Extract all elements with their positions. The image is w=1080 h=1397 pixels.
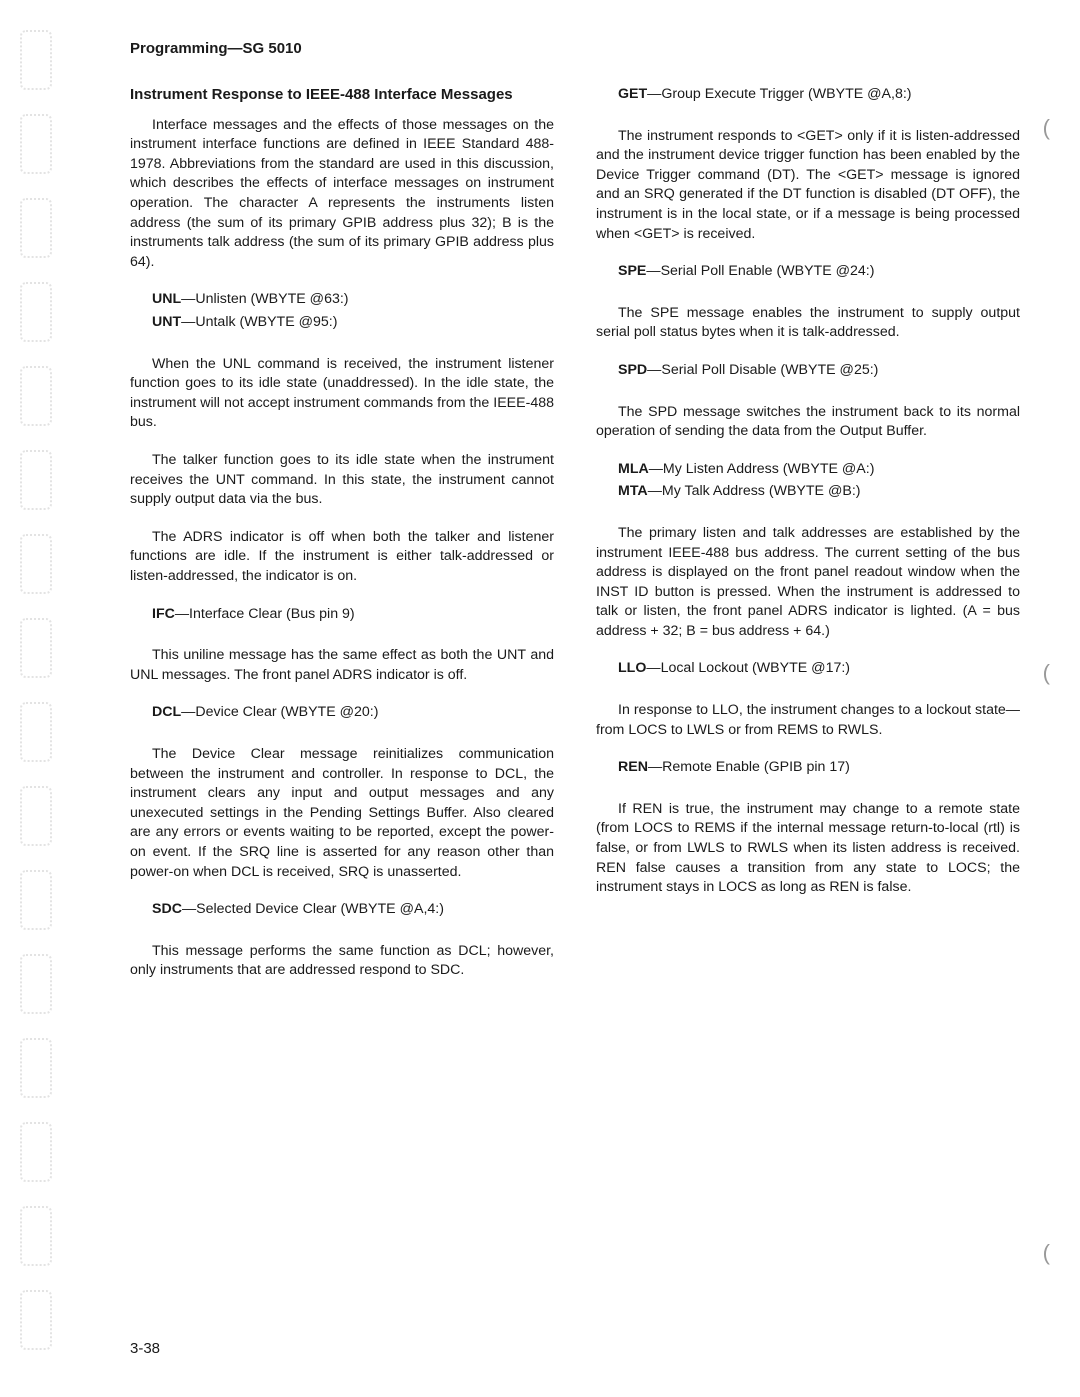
section-title: Instrument Response to IEEE-488 Interfac… <box>130 85 554 106</box>
binding-hole <box>20 114 52 174</box>
command-desc: —Remote Enable (GPIB pin 17) <box>648 759 850 775</box>
command-definition: MTA—My Talk Address (WBYTE @B:) <box>618 482 1020 502</box>
command-definition: GET—Group Execute Trigger (WBYTE @A,8:) <box>618 85 1020 105</box>
command-definition: SPE—Serial Poll Enable (WBYTE @24:) <box>618 262 1020 282</box>
command-abbrev: IFC <box>152 606 175 622</box>
command-desc: —Group Execute Trigger (WBYTE @A,8:) <box>647 86 911 102</box>
command-definition: DCL—Device Clear (WBYTE @20:) <box>152 703 554 723</box>
binding-hole <box>20 1206 52 1266</box>
command-desc: —Serial Poll Disable (WBYTE @25:) <box>647 362 878 378</box>
body-paragraph: The ADRS indicator is off when both the … <box>130 528 554 587</box>
command-abbrev: MTA <box>618 483 648 499</box>
command-abbrev: DCL <box>152 704 181 720</box>
command-desc: —Serial Poll Enable (WBYTE @24:) <box>646 263 874 279</box>
page-header: Programming—SG 5010 <box>130 40 1020 57</box>
document-page: ( ( ( Programming—SG 5010 Instrument Res… <box>0 0 1080 1397</box>
command-desc: —Unlisten (WBYTE @63:) <box>181 291 348 307</box>
binding-hole <box>20 450 52 510</box>
command-abbrev: UNT <box>152 314 181 330</box>
body-paragraph: The instrument responds to <GET> only if… <box>596 127 1020 245</box>
binding-hole <box>20 366 52 426</box>
command-abbrev: REN <box>618 759 648 775</box>
body-paragraph: If REN is true, the instrument may chang… <box>596 800 1020 898</box>
binding-hole <box>20 786 52 846</box>
page-curl-mark: ( <box>1043 660 1050 686</box>
binding-hole <box>20 1038 52 1098</box>
command-abbrev: SPE <box>618 263 646 279</box>
command-desc: —Device Clear (WBYTE @20:) <box>181 704 378 720</box>
body-paragraph: In response to LLO, the instrument chang… <box>596 701 1020 740</box>
binding-hole <box>20 282 52 342</box>
body-paragraph: The talker function goes to its idle sta… <box>130 451 554 510</box>
body-paragraph: When the UNL command is received, the in… <box>130 355 554 433</box>
body-paragraph: Interface messages and the effects of th… <box>130 116 554 273</box>
binding-hole <box>20 954 52 1014</box>
command-definition: SDC—Selected Device Clear (WBYTE @A,4:) <box>152 900 554 920</box>
command-abbrev: MLA <box>618 461 649 477</box>
body-paragraph: This message performs the same function … <box>130 942 554 981</box>
page-number: 3-38 <box>130 1340 160 1357</box>
command-abbrev: SDC <box>152 901 182 917</box>
body-paragraph: The SPD message switches the instrument … <box>596 403 1020 442</box>
command-definition: UNT—Untalk (WBYTE @95:) <box>152 313 554 333</box>
command-definition: SPD—Serial Poll Disable (WBYTE @25:) <box>618 361 1020 381</box>
binding-hole <box>20 1122 52 1182</box>
command-abbrev: SPD <box>618 362 647 378</box>
command-definition: MLA—My Listen Address (WBYTE @A:) <box>618 460 1020 480</box>
command-abbrev: LLO <box>618 660 646 676</box>
command-desc: —Selected Device Clear (WBYTE @A,4:) <box>182 901 444 917</box>
command-definition: IFC—Interface Clear (Bus pin 9) <box>152 605 554 625</box>
binding-hole <box>20 1290 52 1350</box>
command-definition: UNL—Unlisten (WBYTE @63:) <box>152 290 554 310</box>
command-desc: —Local Lockout (WBYTE @17:) <box>646 660 850 676</box>
page-curl-mark: ( <box>1043 115 1050 141</box>
command-desc: —My Listen Address (WBYTE @A:) <box>649 461 875 477</box>
binding-hole <box>20 30 52 90</box>
binding-hole <box>20 534 52 594</box>
spiral-binding <box>20 30 60 1350</box>
command-definition: REN—Remote Enable (GPIB pin 17) <box>618 758 1020 778</box>
right-column: GET—Group Execute Trigger (WBYTE @A,8:) … <box>596 85 1020 999</box>
two-column-layout: Instrument Response to IEEE-488 Interfac… <box>130 85 1020 999</box>
command-desc: —Untalk (WBYTE @95:) <box>181 314 337 330</box>
body-paragraph: This uniline message has the same effect… <box>130 646 554 685</box>
command-abbrev: GET <box>618 86 647 102</box>
command-desc: —My Talk Address (WBYTE @B:) <box>648 483 861 499</box>
binding-hole <box>20 702 52 762</box>
body-paragraph: The SPE message enables the instrument t… <box>596 304 1020 343</box>
command-desc: —Interface Clear (Bus pin 9) <box>175 606 355 622</box>
binding-hole <box>20 618 52 678</box>
page-curl-mark: ( <box>1043 1240 1050 1266</box>
body-paragraph: The primary listen and talk addresses ar… <box>596 524 1020 642</box>
command-definition: LLO—Local Lockout (WBYTE @17:) <box>618 659 1020 679</box>
left-column: Instrument Response to IEEE-488 Interfac… <box>130 85 554 999</box>
body-paragraph: The Device Clear message reinitializes c… <box>130 745 554 882</box>
binding-hole <box>20 198 52 258</box>
command-abbrev: UNL <box>152 291 181 307</box>
binding-hole <box>20 870 52 930</box>
